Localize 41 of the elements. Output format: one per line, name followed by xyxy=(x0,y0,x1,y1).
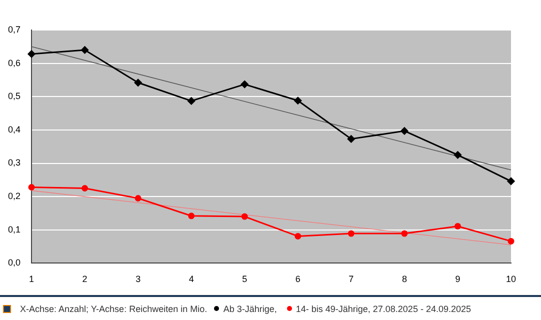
point xyxy=(81,46,89,54)
point xyxy=(241,213,248,220)
point xyxy=(454,151,462,159)
text: X-Achse: Anzahl; Y-Achse: Reichweiten in Mio. xyxy=(20,304,208,314)
legend-label: 14- bis 49-Jährige, 27.08.2025 - 24.09.2025 xyxy=(296,304,471,314)
x-tick-label: 8 xyxy=(402,274,407,284)
y-tick-label: 0,3 xyxy=(8,158,21,168)
point xyxy=(454,222,461,230)
y-tick-label: 0,0 xyxy=(8,258,21,268)
y-tick-label: 0,7 xyxy=(8,24,21,34)
y-tick-label: 0,5 xyxy=(8,91,21,102)
x-tick-label: 1 xyxy=(29,274,34,284)
x-tick-label: 4 xyxy=(188,274,194,284)
point xyxy=(134,194,142,202)
x-tick-label: 10 xyxy=(506,274,516,284)
point xyxy=(240,80,248,88)
point xyxy=(294,96,302,104)
x-tick-label: 2 xyxy=(82,274,88,284)
point xyxy=(188,97,196,105)
point xyxy=(28,184,35,190)
x-tick-label: 6 xyxy=(295,274,300,284)
point xyxy=(347,135,355,143)
point xyxy=(294,232,302,240)
x-tick-label: 5 xyxy=(242,274,248,284)
y-tick-label: 0,2 xyxy=(8,191,21,202)
point xyxy=(28,50,36,58)
y-tick-label: 0,6 xyxy=(8,58,21,68)
legend-label: Ab 3-Jährige, xyxy=(223,304,277,314)
point xyxy=(400,127,408,135)
point xyxy=(507,177,515,185)
y-tick-label: 0,4 xyxy=(8,124,21,134)
point xyxy=(508,238,514,244)
x-tick-label: 7 xyxy=(348,274,354,284)
point xyxy=(82,184,88,192)
point xyxy=(401,230,408,237)
y-tick-label: 0,1 xyxy=(8,224,21,234)
x-tick-label: 9 xyxy=(455,274,460,284)
point xyxy=(188,212,195,220)
x-tick-label: 3 xyxy=(136,274,141,284)
point xyxy=(134,78,142,86)
point xyxy=(348,230,354,237)
